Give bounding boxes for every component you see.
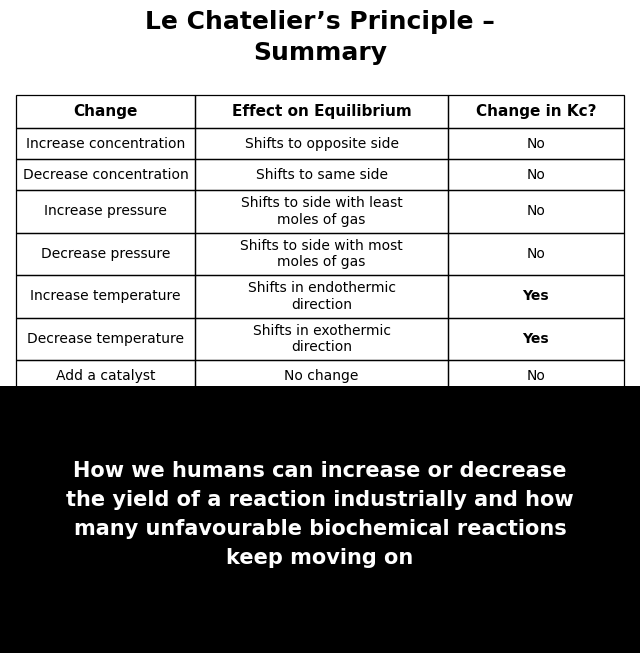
Bar (195, 128, 448, 159)
Bar (16, 275, 195, 317)
Text: Yes: Yes (522, 332, 549, 346)
Bar (195, 95, 448, 128)
Bar (195, 275, 448, 317)
Bar (195, 317, 448, 360)
Text: No: No (527, 247, 545, 261)
Text: Shifts to side with least
moles of gas: Shifts to side with least moles of gas (241, 196, 403, 227)
Text: No: No (527, 369, 545, 383)
Text: Increase concentration: Increase concentration (26, 136, 186, 151)
Bar (448, 360, 624, 391)
Bar (195, 159, 448, 190)
Bar (448, 190, 624, 232)
Bar (16, 95, 195, 128)
Bar (448, 317, 624, 360)
Text: How we humans can increase or decrease
the yield of a reaction industrially and : How we humans can increase or decrease t… (66, 461, 574, 567)
Text: Shifts to same side: Shifts to same side (255, 168, 388, 182)
Text: Shifts in exothermic
direction: Shifts in exothermic direction (253, 323, 390, 355)
Text: Summary: Summary (253, 40, 387, 65)
Text: Decrease pressure: Decrease pressure (41, 247, 170, 261)
Text: Change: Change (74, 104, 138, 119)
Text: Change in Kc?: Change in Kc? (476, 104, 596, 119)
Bar (448, 128, 624, 159)
Bar (448, 159, 624, 190)
Bar (16, 128, 195, 159)
Bar (448, 95, 624, 128)
Text: Add a catalyst: Add a catalyst (56, 369, 156, 383)
Text: Increase temperature: Increase temperature (31, 289, 181, 304)
Bar (448, 232, 624, 275)
Text: Yes: Yes (522, 289, 549, 304)
Text: Shifts to side with most
moles of gas: Shifts to side with most moles of gas (240, 238, 403, 269)
Text: Shifts to opposite side: Shifts to opposite side (244, 136, 399, 151)
Bar (195, 190, 448, 232)
Text: Le Chatelier’s Principle –: Le Chatelier’s Principle – (145, 10, 495, 34)
Text: No change: No change (284, 369, 358, 383)
Text: Decrease temperature: Decrease temperature (27, 332, 184, 346)
Bar (16, 159, 195, 190)
Text: No: No (527, 136, 545, 151)
Bar (16, 317, 195, 360)
Text: Increase pressure: Increase pressure (44, 204, 167, 218)
Bar (16, 190, 195, 232)
Bar (195, 232, 448, 275)
Bar (16, 360, 195, 391)
Text: Effect on Equilibrium: Effect on Equilibrium (232, 104, 412, 119)
Text: Decrease concentration: Decrease concentration (23, 168, 189, 182)
Bar (16, 232, 195, 275)
Bar (448, 275, 624, 317)
Bar (195, 360, 448, 391)
Text: No: No (527, 168, 545, 182)
Text: No: No (527, 204, 545, 218)
Text: Shifts in endothermic
direction: Shifts in endothermic direction (248, 281, 396, 311)
